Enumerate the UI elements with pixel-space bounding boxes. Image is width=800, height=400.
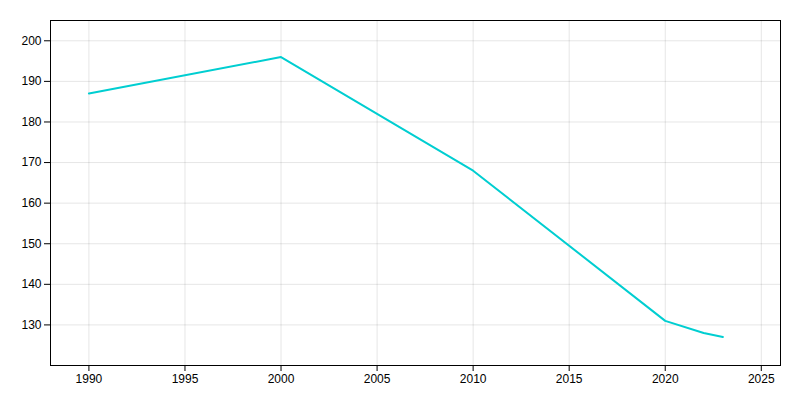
- svg-text:1995: 1995: [172, 372, 199, 386]
- svg-text:1990: 1990: [76, 372, 103, 386]
- svg-text:170: 170: [21, 155, 41, 169]
- svg-text:190: 190: [21, 74, 41, 88]
- svg-text:140: 140: [21, 277, 41, 291]
- svg-text:2025: 2025: [748, 372, 775, 386]
- svg-text:200: 200: [21, 34, 41, 48]
- svg-text:150: 150: [21, 237, 41, 251]
- svg-text:2010: 2010: [460, 372, 487, 386]
- svg-text:2020: 2020: [652, 372, 679, 386]
- svg-text:2015: 2015: [556, 372, 583, 386]
- svg-text:2000: 2000: [268, 372, 295, 386]
- svg-text:160: 160: [21, 196, 41, 210]
- svg-text:2005: 2005: [364, 372, 391, 386]
- svg-text:180: 180: [21, 115, 41, 129]
- svg-text:130: 130: [21, 318, 41, 332]
